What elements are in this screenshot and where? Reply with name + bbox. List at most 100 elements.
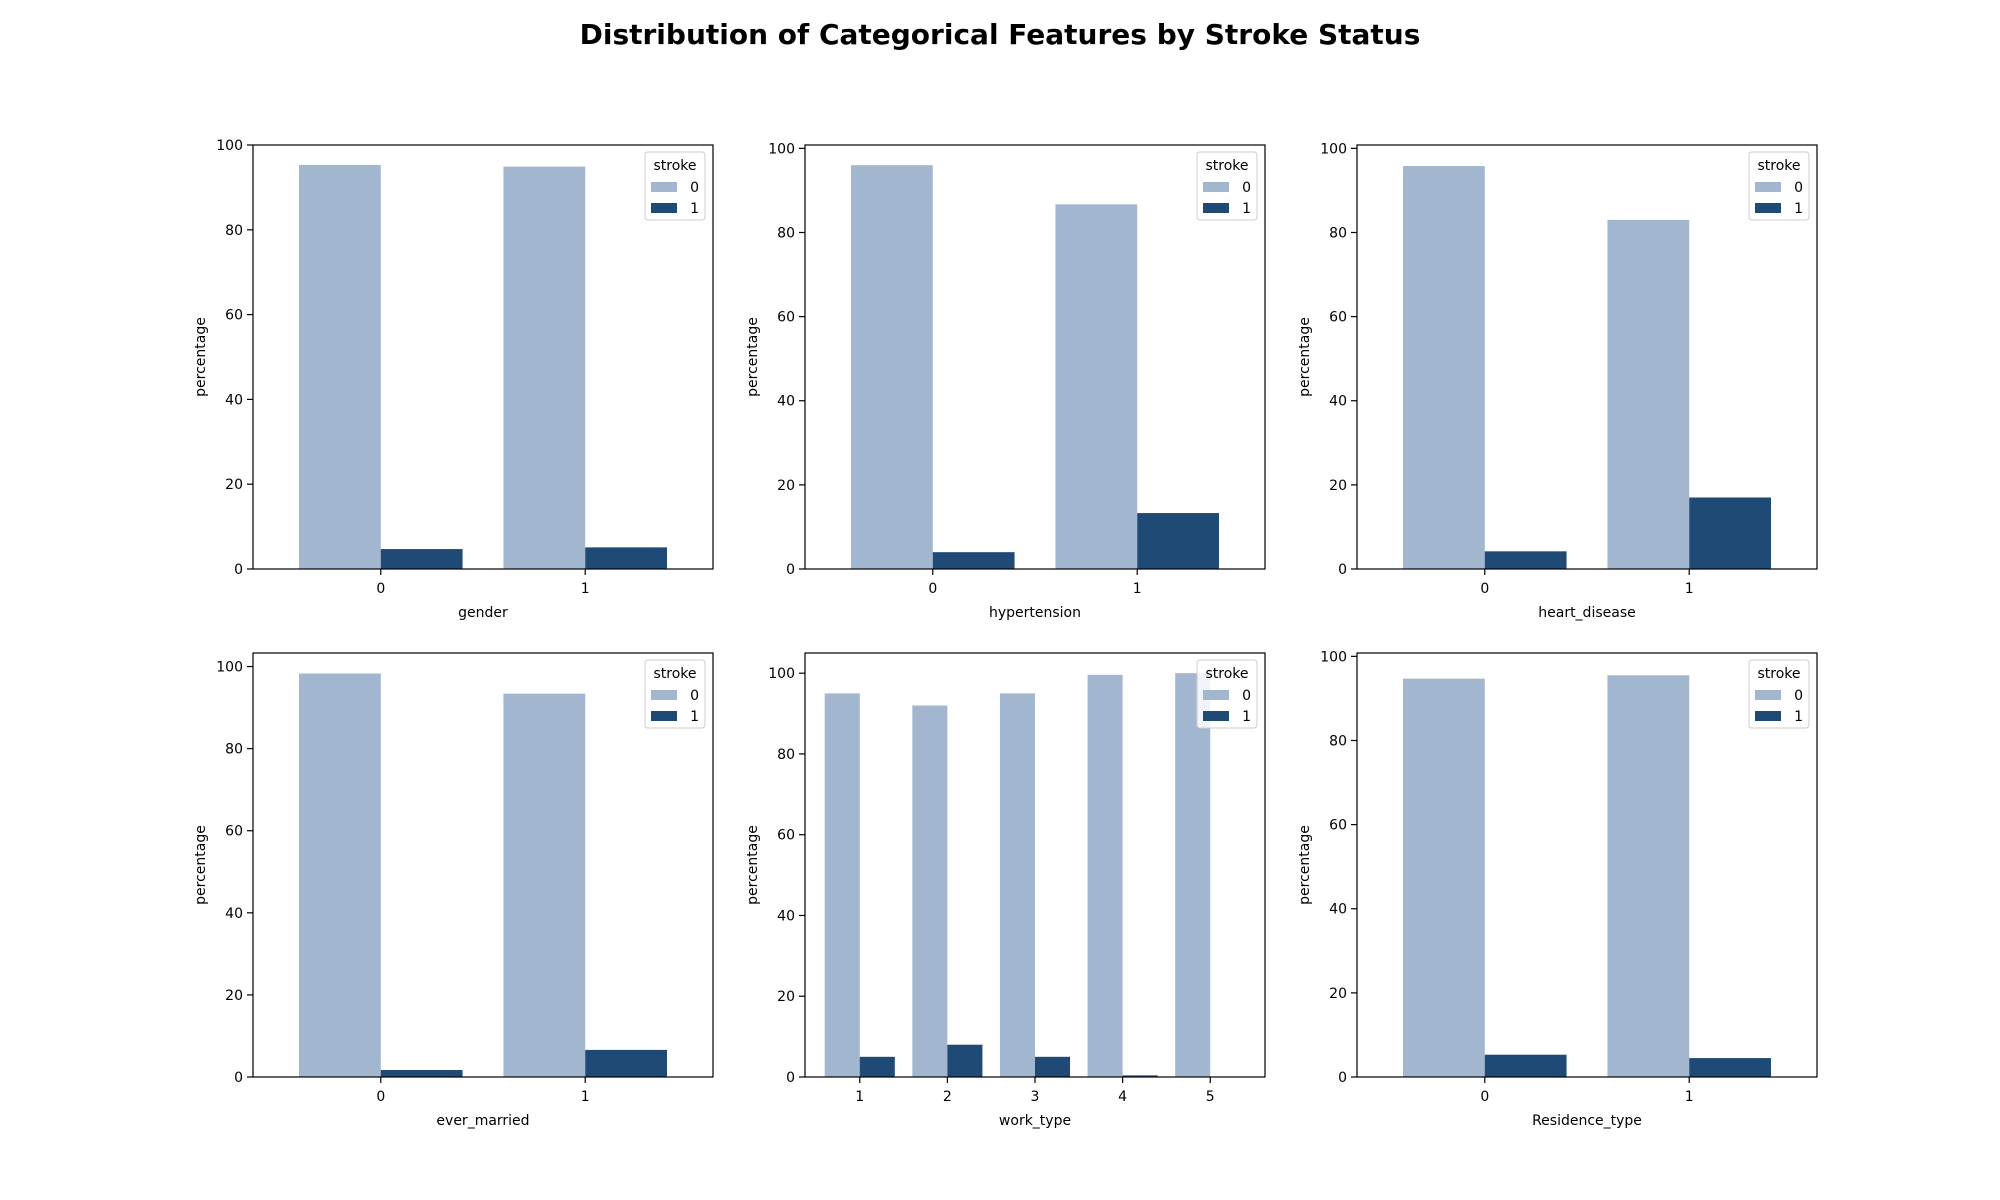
y-tick-label: 20 bbox=[225, 477, 243, 493]
figure-title: Distribution of Categorical Features by … bbox=[579, 18, 1421, 51]
bar-ever_married-0-stroke-0 bbox=[299, 673, 381, 1077]
bar-Residence_type-1-stroke-0 bbox=[1607, 675, 1690, 1077]
x-tick-label: 1 bbox=[855, 1089, 864, 1105]
y-tick-label: 40 bbox=[777, 908, 795, 924]
bar-heart_disease-0-stroke-1 bbox=[1484, 551, 1567, 569]
subplot-hypertension: 0 20 40 60 80 100 0 1 hypertension percentage stro… bbox=[745, 141, 1266, 621]
bar-work_type-4-stroke-1 bbox=[1122, 1075, 1158, 1077]
y-tick-label: 40 bbox=[777, 394, 795, 410]
bar-Residence_type-0-stroke-1 bbox=[1484, 1054, 1567, 1077]
x-tick-label: 4 bbox=[1118, 1089, 1127, 1105]
y-tick-label: 60 bbox=[225, 308, 243, 324]
bar-hypertension-1-stroke-0 bbox=[1055, 204, 1138, 569]
y-axis-label: percentage bbox=[745, 317, 761, 397]
legend-label-0: 0 bbox=[1242, 688, 1251, 704]
x-tick-label: 5 bbox=[1206, 1089, 1215, 1105]
bar-Residence_type-0-stroke-0 bbox=[1403, 678, 1485, 1077]
subplot-ever_married: 0 20 40 60 80 100 0 1 ever_married percentage stro… bbox=[193, 652, 714, 1129]
legend-title: stroke bbox=[1205, 666, 1248, 682]
y-tick-label: 40 bbox=[225, 906, 243, 922]
legend-label-1: 1 bbox=[1794, 709, 1803, 725]
legend-swatch-0 bbox=[1203, 182, 1229, 192]
legend-swatch-0 bbox=[1755, 182, 1781, 192]
x-tick-label: 1 bbox=[581, 1089, 590, 1105]
legend-label-1: 1 bbox=[690, 709, 699, 725]
legend-swatch-1 bbox=[651, 711, 677, 721]
y-tick-label: 0 bbox=[234, 1070, 243, 1086]
y-tick-label: 60 bbox=[777, 828, 795, 844]
bar-work_type-5-stroke-0 bbox=[1175, 673, 1211, 1077]
legend-title: stroke bbox=[653, 666, 696, 682]
y-tick-label: 100 bbox=[768, 141, 795, 157]
subplot-heart_disease: 0 20 40 60 80 100 0 1 heart_disease percentage str… bbox=[1297, 141, 1818, 621]
bar-heart_disease-0-stroke-0 bbox=[1403, 166, 1485, 569]
y-axis-label: percentage bbox=[193, 825, 209, 905]
bar-gender-0-stroke-1 bbox=[380, 549, 463, 569]
y-tick-label: 20 bbox=[225, 988, 243, 1004]
bar-gender-1-stroke-0 bbox=[503, 166, 586, 569]
x-tick-label: 0 bbox=[928, 581, 937, 597]
legend: stroke 0 1 bbox=[1748, 659, 1810, 729]
legend-label-1: 1 bbox=[1242, 201, 1251, 217]
y-tick-label: 60 bbox=[225, 824, 243, 840]
y-tick-label: 80 bbox=[225, 223, 243, 239]
x-axis-label: Residence_type bbox=[1532, 1113, 1642, 1129]
y-tick-label: 80 bbox=[225, 742, 243, 758]
legend-swatch-1 bbox=[1755, 711, 1781, 721]
x-tick-label: 2 bbox=[943, 1089, 952, 1105]
legend: stroke 0 1 bbox=[1748, 151, 1810, 221]
x-tick-label: 1 bbox=[1685, 1089, 1694, 1105]
y-tick-label: 100 bbox=[1320, 649, 1347, 665]
legend-swatch-0 bbox=[1203, 690, 1229, 700]
bar-work_type-3-stroke-1 bbox=[1035, 1056, 1071, 1077]
y-axis-label: percentage bbox=[1297, 317, 1313, 397]
y-tick-label: 100 bbox=[768, 666, 795, 682]
legend-label-0: 0 bbox=[690, 688, 699, 704]
bar-work_type-2-stroke-0 bbox=[912, 705, 948, 1077]
x-tick-label: 3 bbox=[1031, 1089, 1040, 1105]
x-tick-label: 1 bbox=[1133, 581, 1142, 597]
y-tick-label: 0 bbox=[234, 562, 243, 578]
y-tick-label: 60 bbox=[777, 310, 795, 326]
y-axis-label: percentage bbox=[745, 825, 761, 905]
legend-swatch-0 bbox=[651, 690, 677, 700]
y-tick-label: 60 bbox=[1329, 818, 1347, 834]
x-tick-label: 0 bbox=[1480, 581, 1489, 597]
y-tick-label: 80 bbox=[1329, 225, 1347, 241]
bar-gender-0-stroke-0 bbox=[299, 164, 381, 569]
y-tick-label: 0 bbox=[786, 562, 795, 578]
bar-heart_disease-1-stroke-0 bbox=[1607, 219, 1690, 569]
x-tick-label: 0 bbox=[376, 581, 385, 597]
legend-swatch-1 bbox=[1755, 203, 1781, 213]
axes-frame bbox=[1356, 144, 1818, 570]
y-tick-label: 100 bbox=[216, 660, 243, 676]
y-tick-label: 80 bbox=[777, 747, 795, 763]
bar-Residence_type-1-stroke-1 bbox=[1689, 1058, 1771, 1077]
x-tick-label: 1 bbox=[581, 581, 590, 597]
y-tick-label: 20 bbox=[777, 478, 795, 494]
y-tick-label: 0 bbox=[1338, 562, 1347, 578]
y-tick-label: 20 bbox=[1329, 478, 1347, 494]
axes-frame bbox=[804, 144, 1266, 570]
y-axis-label: percentage bbox=[1297, 825, 1313, 905]
x-axis-label: work_type bbox=[999, 1113, 1071, 1129]
y-axis-label: percentage bbox=[193, 317, 209, 397]
bar-work_type-2-stroke-1 bbox=[947, 1044, 983, 1077]
x-tick-label: 1 bbox=[1685, 581, 1694, 597]
bar-work_type-4-stroke-0 bbox=[1087, 674, 1123, 1077]
legend-title: stroke bbox=[1205, 158, 1248, 174]
legend-title: stroke bbox=[1757, 158, 1800, 174]
x-axis-label: heart_disease bbox=[1538, 605, 1635, 621]
x-axis-label: gender bbox=[458, 605, 508, 621]
legend-swatch-0 bbox=[651, 182, 677, 192]
y-tick-label: 40 bbox=[1329, 394, 1347, 410]
y-tick-label: 60 bbox=[1329, 310, 1347, 326]
legend-title: stroke bbox=[653, 158, 696, 174]
bar-hypertension-0-stroke-0 bbox=[851, 165, 933, 569]
y-tick-label: 20 bbox=[1329, 986, 1347, 1002]
bar-work_type-1-stroke-0 bbox=[824, 693, 860, 1077]
axes-frame bbox=[252, 652, 714, 1078]
legend-label-1: 1 bbox=[1794, 201, 1803, 217]
